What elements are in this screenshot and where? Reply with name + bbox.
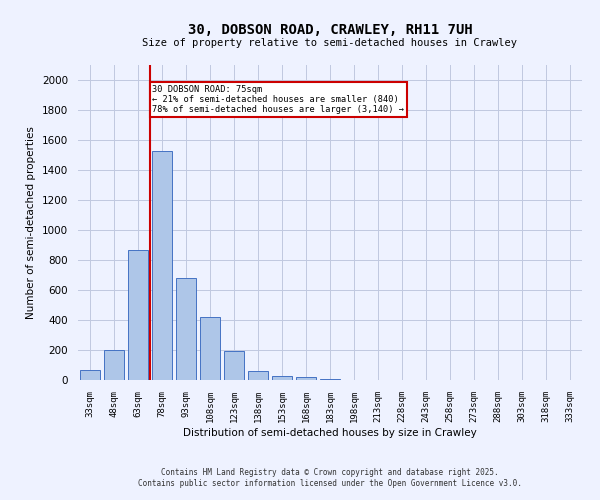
- Bar: [224, 351, 244, 380]
- Bar: [176, 278, 196, 380]
- Y-axis label: Number of semi-detached properties: Number of semi-detached properties: [26, 126, 37, 319]
- Bar: [272, 376, 292, 380]
- Bar: [200, 317, 220, 380]
- Text: Size of property relative to semi-detached houses in Crawley: Size of property relative to semi-detach…: [143, 38, 517, 48]
- Bar: [296, 378, 316, 380]
- Text: 30, DOBSON ROAD, CRAWLEY, RH11 7UH: 30, DOBSON ROAD, CRAWLEY, RH11 7UH: [188, 22, 472, 36]
- Text: 30 DOBSON ROAD: 75sqm
← 21% of semi-detached houses are smaller (840)
78% of sem: 30 DOBSON ROAD: 75sqm ← 21% of semi-deta…: [152, 84, 404, 114]
- X-axis label: Distribution of semi-detached houses by size in Crawley: Distribution of semi-detached houses by …: [183, 428, 477, 438]
- Bar: [152, 150, 172, 380]
- Bar: [80, 370, 100, 380]
- Bar: [128, 250, 148, 380]
- Bar: [320, 378, 340, 380]
- Bar: [248, 371, 268, 380]
- Bar: [104, 350, 124, 380]
- Text: Contains HM Land Registry data © Crown copyright and database right 2025.
Contai: Contains HM Land Registry data © Crown c…: [138, 468, 522, 487]
